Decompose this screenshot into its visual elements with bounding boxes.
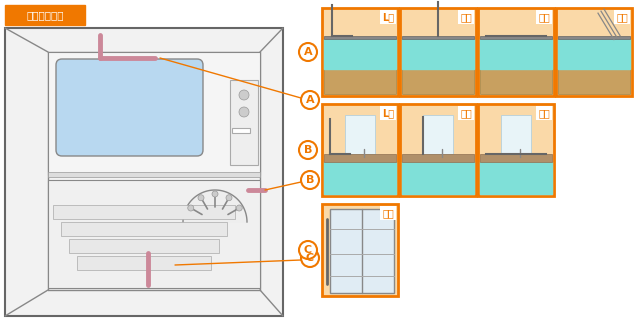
Bar <box>478 8 554 96</box>
Text: 斌め: 斌め <box>616 12 628 22</box>
Text: たて: たて <box>382 208 394 218</box>
Bar <box>322 8 398 96</box>
Text: よこ: よこ <box>538 108 550 118</box>
Circle shape <box>239 90 249 100</box>
Text: C: C <box>304 245 312 255</box>
Bar <box>558 69 630 94</box>
Bar <box>324 39 396 69</box>
Text: L型: L型 <box>382 12 394 22</box>
Bar <box>480 69 552 94</box>
Bar <box>480 162 552 194</box>
Bar <box>324 69 396 94</box>
Bar <box>400 8 476 96</box>
Bar <box>5 5 85 25</box>
Bar <box>5 28 283 316</box>
Bar <box>330 209 394 293</box>
Bar <box>558 39 630 69</box>
Circle shape <box>236 205 242 211</box>
Text: ユニットバス: ユニットバス <box>26 10 64 20</box>
Circle shape <box>299 241 317 259</box>
Text: A: A <box>306 95 314 105</box>
Bar <box>423 115 453 154</box>
Bar <box>480 35 552 39</box>
Text: B: B <box>304 145 312 155</box>
Bar <box>322 104 398 196</box>
Text: A: A <box>303 47 312 57</box>
Bar <box>478 104 554 196</box>
Bar <box>400 104 476 196</box>
Circle shape <box>299 43 317 61</box>
Text: C: C <box>306 253 314 263</box>
Bar <box>480 39 552 69</box>
Bar <box>324 154 396 162</box>
Circle shape <box>198 195 204 201</box>
Bar <box>402 162 474 194</box>
Circle shape <box>188 205 194 211</box>
Circle shape <box>212 191 218 197</box>
Bar <box>402 69 474 94</box>
Circle shape <box>226 195 232 201</box>
Text: たて: たて <box>460 108 472 118</box>
Bar <box>480 154 552 162</box>
Bar <box>77 256 211 270</box>
Circle shape <box>301 171 319 189</box>
Text: L型: L型 <box>382 108 394 118</box>
Bar <box>230 80 258 165</box>
Bar <box>558 35 630 39</box>
Bar <box>402 154 474 162</box>
Text: B: B <box>306 175 314 185</box>
Circle shape <box>239 107 249 117</box>
Bar <box>48 172 260 177</box>
Bar <box>322 204 398 296</box>
Polygon shape <box>183 190 247 222</box>
Circle shape <box>299 141 317 159</box>
Bar <box>324 35 396 39</box>
Bar <box>402 35 474 39</box>
FancyBboxPatch shape <box>56 59 203 156</box>
Bar <box>501 115 531 154</box>
Bar <box>324 162 396 194</box>
Bar <box>61 222 227 236</box>
Bar <box>232 128 250 133</box>
Text: よこ: よこ <box>538 12 550 22</box>
Bar <box>48 180 260 288</box>
Text: たて: たて <box>460 12 472 22</box>
Bar <box>53 205 235 219</box>
Bar <box>556 8 632 96</box>
Bar <box>48 52 260 175</box>
Circle shape <box>301 91 319 109</box>
Bar <box>69 239 219 253</box>
Bar <box>402 39 474 69</box>
Circle shape <box>301 249 319 267</box>
Bar <box>345 115 375 154</box>
